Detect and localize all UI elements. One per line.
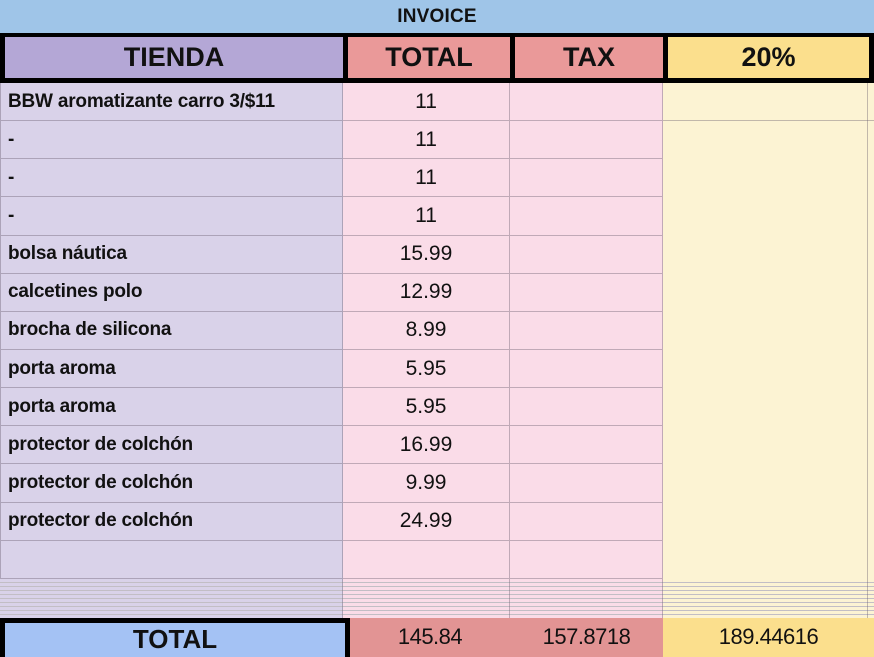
cell-20pct-value[interactable] <box>663 540 874 579</box>
cell-20pct-value[interactable] <box>663 426 874 465</box>
table-row <box>0 540 874 579</box>
cell-tax-value[interactable] <box>510 235 663 274</box>
collapsed-rows-tax[interactable] <box>510 578 663 618</box>
footer-total-sum[interactable]: 145.84 <box>350 617 510 657</box>
cell-total-value[interactable]: 12.99 <box>343 273 510 312</box>
cell-tax-value[interactable] <box>510 273 663 312</box>
cell-20pct-value[interactable] <box>663 159 874 198</box>
table-row: protector de colchón 16.99 <box>0 426 874 465</box>
table-row: bolsa náutica 15.99 <box>0 235 874 274</box>
collapsed-rows-tienda[interactable] <box>0 578 343 618</box>
cell-item-name[interactable]: protector de colchón <box>0 464 343 503</box>
cell-total-value[interactable]: 24.99 <box>343 502 510 541</box>
table-row: protector de colchón 9.99 <box>0 464 874 503</box>
cell-20pct-value[interactable] <box>663 83 874 122</box>
cell-total-value[interactable]: 11 <box>343 197 510 236</box>
cell-item-name[interactable]: protector de colchón <box>0 502 343 541</box>
footer-total-label[interactable]: TOTAL <box>0 617 350 657</box>
cell-tax-value[interactable] <box>510 349 663 389</box>
cell-item-name[interactable] <box>0 540 343 579</box>
table-row: brocha de silicona 8.99 <box>0 311 874 350</box>
cell-item-name[interactable]: - <box>0 159 343 198</box>
footer-tax-sum[interactable]: 157.8718 <box>510 617 663 657</box>
cell-item-name[interactable]: BBW aromatizante carro 3/$11 <box>0 83 343 122</box>
column-header-total[interactable]: TOTAL <box>343 37 510 78</box>
cell-tax-value[interactable] <box>510 502 663 541</box>
cell-20pct-value[interactable] <box>663 349 874 389</box>
cell-20pct-value[interactable] <box>663 464 874 503</box>
cell-item-name[interactable]: - <box>0 121 343 160</box>
cell-total-value[interactable]: 9.99 <box>343 464 510 503</box>
collapsed-rows-band <box>0 578 874 618</box>
cell-tax-value[interactable] <box>510 388 663 427</box>
collapsed-rows-total[interactable] <box>343 578 510 618</box>
table-header-row: TIENDA TOTAL TAX 20% <box>0 33 874 83</box>
cell-20pct-value[interactable] <box>663 235 874 274</box>
cell-total-value[interactable]: 16.99 <box>343 426 510 465</box>
cell-item-name[interactable]: porta aroma <box>0 388 343 427</box>
table-row: - 11 <box>0 197 874 236</box>
cell-item-name[interactable]: - <box>0 197 343 236</box>
cell-20pct-value[interactable] <box>663 502 874 541</box>
footer-20pct-sum[interactable]: 189.44616 <box>663 617 874 657</box>
cell-20pct-value[interactable] <box>663 273 874 312</box>
table-row: BBW aromatizante carro 3/$11 11 <box>0 83 874 122</box>
cell-total-value[interactable]: 15.99 <box>343 235 510 274</box>
cell-item-name[interactable]: bolsa náutica <box>0 235 343 274</box>
cell-tax-value[interactable] <box>510 159 663 198</box>
table-row: porta aroma 5.95 <box>0 388 874 427</box>
cell-20pct-value[interactable] <box>663 197 874 236</box>
table-row: - 11 <box>0 159 874 198</box>
cell-20pct-value[interactable] <box>663 121 874 160</box>
cell-tax-value[interactable] <box>510 540 663 579</box>
cell-20pct-value[interactable] <box>663 311 874 350</box>
cell-total-value[interactable]: 5.95 <box>343 388 510 427</box>
cell-total-value[interactable]: 11 <box>343 83 510 122</box>
invoice-title-cell[interactable]: INVOICE <box>0 0 874 33</box>
cell-tax-value[interactable] <box>510 197 663 236</box>
cell-item-name[interactable]: brocha de silicona <box>0 311 343 350</box>
column-header-20pct[interactable]: 20% <box>663 37 874 78</box>
table-body: BBW aromatizante carro 3/$11 11 - 11 - 1… <box>0 83 874 579</box>
cell-tax-value[interactable] <box>510 426 663 465</box>
cell-tax-value[interactable] <box>510 464 663 503</box>
table-footer-row: TOTAL 145.84 157.8718 189.44616 <box>0 617 874 657</box>
cell-total-value[interactable]: 11 <box>343 159 510 198</box>
cell-item-name[interactable]: protector de colchón <box>0 426 343 465</box>
collapsed-rows-20pct[interactable] <box>663 578 874 618</box>
table-row: porta aroma 5.95 <box>0 349 874 389</box>
cell-tax-value[interactable] <box>510 83 663 122</box>
cell-total-value[interactable]: 5.95 <box>343 349 510 389</box>
column-header-tax[interactable]: TAX <box>510 37 663 78</box>
cell-tax-value[interactable] <box>510 311 663 350</box>
cell-20pct-value[interactable] <box>663 388 874 427</box>
right-edge-gridline <box>867 83 868 618</box>
cell-tax-value[interactable] <box>510 121 663 160</box>
table-row: calcetines polo 12.99 <box>0 273 874 312</box>
table-row: protector de colchón 24.99 <box>0 502 874 541</box>
cell-item-name[interactable]: porta aroma <box>0 349 343 389</box>
table-row: - 11 <box>0 121 874 160</box>
cell-total-value[interactable]: 11 <box>343 121 510 160</box>
cell-item-name[interactable]: calcetines polo <box>0 273 343 312</box>
cell-total-value[interactable] <box>343 540 510 579</box>
column-header-tienda[interactable]: TIENDA <box>0 37 343 78</box>
cell-total-value[interactable]: 8.99 <box>343 311 510 350</box>
